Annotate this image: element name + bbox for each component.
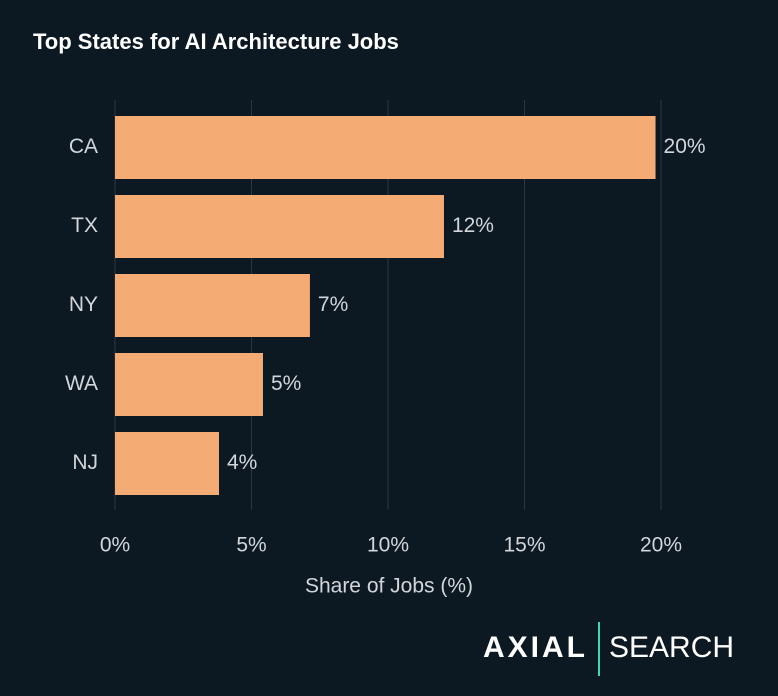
x-tick-label: 20% (640, 534, 682, 557)
bar (115, 353, 263, 416)
value-label: 7% (318, 293, 348, 316)
bar (115, 116, 656, 179)
value-label: 5% (271, 372, 301, 395)
bar (115, 432, 220, 495)
brand-product: SEARCH (609, 631, 734, 664)
bar (115, 274, 310, 337)
x-tick-label: 5% (236, 534, 266, 557)
value-label: 12% (452, 214, 494, 237)
chart-title: Top States for AI Architecture Jobs (33, 29, 399, 54)
bar (115, 195, 444, 258)
x-axis-label: Share of Jobs (%) (305, 575, 473, 598)
y-tick-label: TX (71, 214, 98, 237)
y-tick-label: NJ (72, 451, 98, 474)
value-label: 4% (227, 451, 257, 474)
x-tick-label: 10% (367, 534, 409, 557)
brand-name: AXIAL (483, 631, 588, 664)
x-tick-label: 15% (503, 534, 545, 557)
value-label: 20% (664, 135, 706, 158)
y-tick-label: CA (69, 135, 98, 158)
x-tick-label: 0% (100, 534, 130, 557)
y-tick-label: NY (69, 293, 98, 316)
y-tick-label: WA (65, 372, 98, 395)
